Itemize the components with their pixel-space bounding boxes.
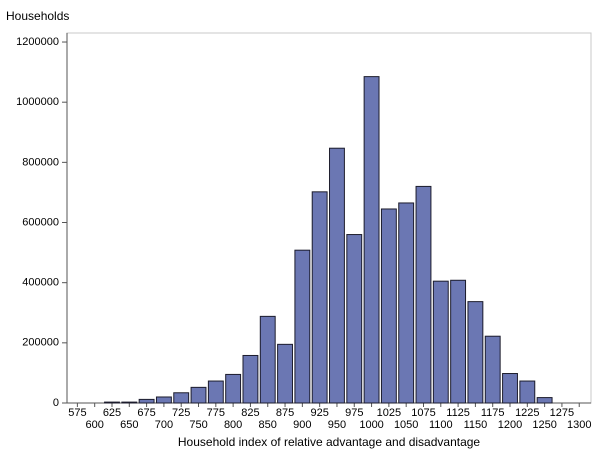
x-tick-label: 1100 xyxy=(429,419,453,431)
y-tick-label: 400000 xyxy=(22,277,59,289)
bar xyxy=(432,280,449,404)
x-tick-label: 725 xyxy=(172,407,190,419)
x-tick-label: 1000 xyxy=(359,419,383,431)
bar xyxy=(467,301,484,404)
x-tick-label: 700 xyxy=(155,419,173,431)
bar xyxy=(415,185,432,404)
x-tick-label: 575 xyxy=(68,407,86,419)
bar xyxy=(242,354,259,404)
x-tick-label: 1025 xyxy=(377,407,401,419)
bar xyxy=(311,191,328,404)
bar xyxy=(294,249,311,404)
x-tick-label: 1275 xyxy=(550,407,574,419)
bar xyxy=(155,396,172,404)
plot-frame xyxy=(66,32,592,404)
x-tick-label: 975 xyxy=(345,407,363,419)
bar xyxy=(484,335,501,404)
x-tick-label: 875 xyxy=(276,407,294,419)
y-tick-label: 0 xyxy=(53,397,59,409)
bar xyxy=(519,380,536,404)
x-tick-label: 1075 xyxy=(411,407,435,419)
x-tick-label: 650 xyxy=(120,419,138,431)
x-tick-label: 1125 xyxy=(446,407,470,419)
bar xyxy=(502,373,518,404)
bar xyxy=(190,386,207,404)
bar xyxy=(259,315,276,404)
bar xyxy=(138,398,155,404)
bar xyxy=(450,279,467,404)
bar xyxy=(121,401,138,404)
bar xyxy=(173,392,190,404)
x-tick-label: 1150 xyxy=(464,419,488,431)
bar xyxy=(398,202,415,404)
x-tick-label: 1250 xyxy=(532,419,556,431)
x-tick-label: 950 xyxy=(328,419,346,431)
x-tick-label: 925 xyxy=(310,407,328,419)
x-tick-label: 1050 xyxy=(394,419,418,431)
x-tick-label: 800 xyxy=(224,419,242,431)
x-tick-label: 900 xyxy=(293,419,311,431)
y-tick-label: 600000 xyxy=(22,216,59,228)
x-tick-label: 1300 xyxy=(567,419,591,431)
bar xyxy=(277,343,293,404)
y-tick-label: 1200000 xyxy=(16,36,59,48)
x-axis-title: Household index of relative advantage an… xyxy=(178,435,481,449)
bar xyxy=(536,397,553,404)
bar xyxy=(380,208,397,404)
y-tick-label: 200000 xyxy=(22,337,59,349)
bar xyxy=(363,76,380,404)
x-tick-label: 625 xyxy=(103,407,121,419)
y-axis-title: Households xyxy=(6,9,69,23)
x-tick-label: 850 xyxy=(259,419,277,431)
bar xyxy=(346,234,363,404)
x-tick-label: 675 xyxy=(137,407,155,419)
x-tick-label: 1175 xyxy=(481,407,505,419)
bar xyxy=(225,373,242,404)
bar xyxy=(104,401,120,404)
bar xyxy=(329,147,345,404)
x-tick-label: 825 xyxy=(241,407,259,419)
x-tick-label: 775 xyxy=(207,407,225,419)
x-tick-label: 1225 xyxy=(515,407,539,419)
y-tick-label: 1000000 xyxy=(16,96,59,108)
x-tick-label: 750 xyxy=(189,419,207,431)
x-tick-label: 1200 xyxy=(498,419,522,431)
y-tick-label: 800000 xyxy=(22,156,59,168)
bar xyxy=(207,380,224,404)
x-tick-label: 600 xyxy=(86,419,104,431)
